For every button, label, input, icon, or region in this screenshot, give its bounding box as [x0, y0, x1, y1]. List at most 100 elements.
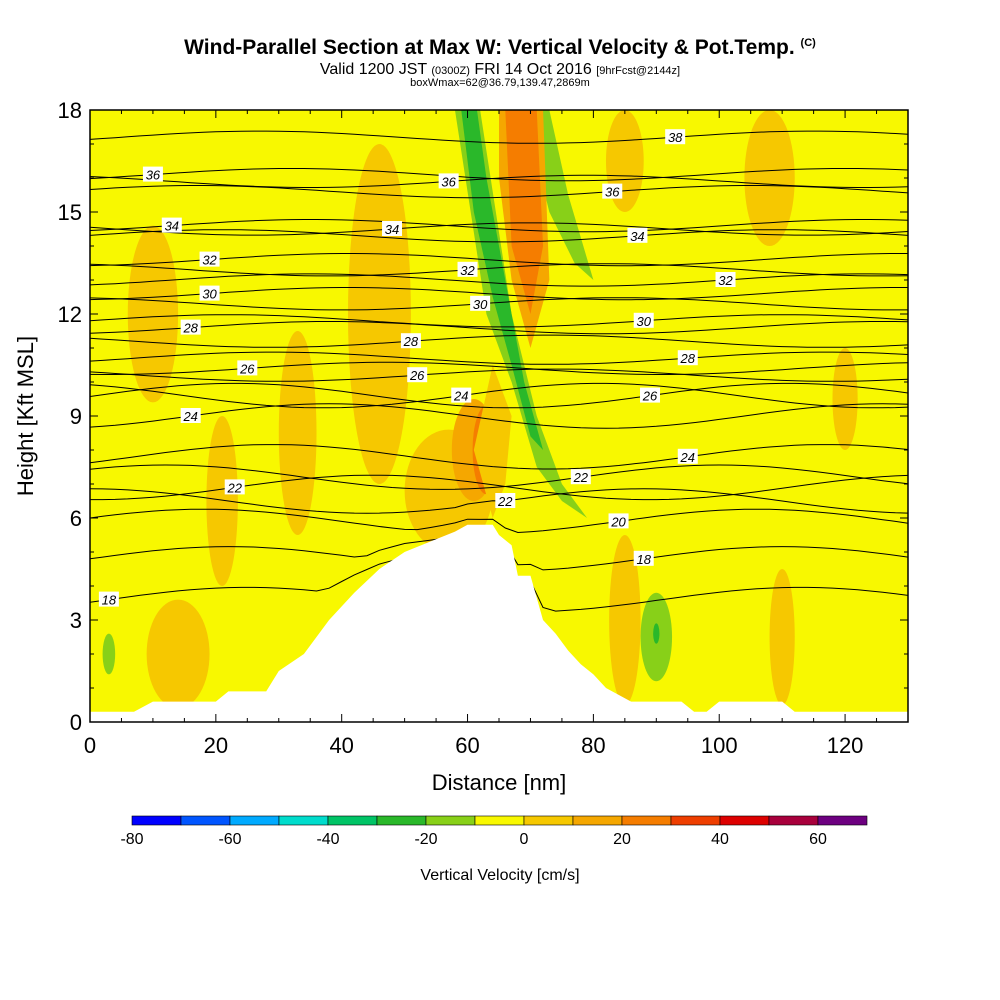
y-tick-label: 3	[70, 608, 82, 633]
isentrope-30-10	[90, 287, 908, 301]
isentrope-36-2	[90, 174, 908, 188]
isentrope-label-23: 22	[495, 493, 516, 509]
isentrope-label-12: 30	[633, 312, 654, 329]
isentrope-label-text: 22	[226, 480, 242, 495]
colorbar-swatch-7	[474, 815, 525, 826]
vv-band-5	[473, 365, 512, 518]
x-tick-label: 0	[84, 733, 96, 758]
isentrope-34-6	[90, 229, 908, 243]
utc-time: (0300Z)	[431, 65, 470, 77]
isentrope-26-16	[90, 361, 908, 375]
isentrope-label-14: 28	[400, 333, 421, 349]
isentrope-32-7	[90, 253, 908, 267]
isentrope-label-text: 32	[460, 263, 475, 278]
isentrope-label-0: 38	[665, 129, 686, 145]
isentrope-label-box	[237, 360, 258, 376]
colorbar-swatch-14	[817, 815, 868, 826]
isentrope-label-10: 30	[199, 285, 220, 302]
isentrope-20-25	[90, 508, 908, 534]
isentrope-label-text: 28	[680, 351, 696, 366]
isentrope-label-text: 28	[403, 334, 419, 349]
isentrope-label-4: 34	[161, 217, 182, 234]
terrain-profile	[90, 524, 908, 722]
isentrope-label-box	[677, 448, 698, 464]
vv-region-3	[206, 416, 238, 586]
isentrope-label-box	[98, 591, 119, 607]
isentrope-label-17: 26	[407, 367, 428, 383]
colorbar-title: Vertical Velocity [cm/s]	[420, 867, 579, 884]
isentrope-label-box	[224, 479, 245, 495]
isentrope-label-box	[640, 387, 661, 403]
isentrope-label-box	[199, 251, 220, 267]
isentrope-32-8	[90, 263, 908, 277]
colorbar-tick-label: 20	[613, 831, 631, 848]
isentrope-label-box	[142, 166, 163, 182]
isentrope-label-box	[161, 217, 182, 233]
isentrope-label-27: 18	[633, 550, 654, 567]
isentrope-26-17	[90, 368, 908, 382]
isentrope-label-text: 24	[453, 389, 468, 404]
isentrope-label-5: 34	[382, 221, 403, 237]
isentrope-label-box	[495, 493, 516, 508]
isentrope-label-18: 26	[640, 387, 661, 404]
isentrope-label-1: 36	[142, 166, 163, 183]
isentrope-label-text: 24	[182, 409, 197, 424]
isentrope-label-box	[633, 312, 654, 328]
colorbar-swatch-10	[621, 815, 672, 826]
isentrope-28-13	[90, 321, 908, 335]
isentrope-label-7: 32	[199, 251, 220, 268]
vv-region-20	[653, 623, 660, 644]
isentrope-label-box	[627, 227, 648, 243]
y-tick-label: 9	[70, 404, 82, 429]
isentrope-24-19	[90, 403, 908, 429]
isentrope-label-text: 38	[668, 130, 683, 145]
isentrope-32-9	[90, 273, 908, 287]
colorbar-swatch-12	[719, 815, 770, 826]
isentrope-label-box	[608, 513, 629, 529]
isentrope-label-19: 24	[180, 408, 201, 424]
isentrope-label-text: 32	[202, 253, 217, 268]
isentrope-24-21	[90, 444, 908, 470]
isentrope-label-24: 22	[570, 469, 591, 485]
isentrope-label-text: 22	[497, 494, 513, 509]
colorbar-swatch-3	[278, 815, 329, 826]
isentrope-30-11	[90, 297, 908, 311]
isentrope-36-1	[90, 168, 908, 182]
isentrope-label-9: 32	[715, 272, 736, 288]
colorbar-tick-label: 40	[711, 831, 729, 848]
vv-region-21	[102, 633, 116, 675]
vv-region-9	[609, 535, 641, 705]
isentrope-36-3	[90, 185, 908, 199]
colorbar-swatch-4	[327, 815, 378, 826]
chart-subtitle: Valid 1200 JST (0300Z) FRI 14 Oct 2016 […	[319, 61, 681, 78]
x-tick-label: 60	[455, 733, 479, 758]
colorbar-swatch-9	[572, 815, 623, 826]
isentrope-22-24	[90, 464, 908, 490]
colorbar-swatch-6	[425, 815, 476, 826]
isentrope-34-5	[90, 222, 908, 236]
x-tick-label: 120	[827, 733, 864, 758]
isentrope-label-text: 34	[630, 229, 644, 244]
isentrope-30-12	[90, 314, 908, 328]
isentrope-label-text: 24	[680, 450, 695, 465]
vv-region-8	[146, 599, 210, 709]
isentrope-label-2: 36	[438, 173, 459, 189]
isentrope-label-text: 34	[165, 219, 179, 234]
isentrope-label-box	[407, 367, 428, 383]
isentrope-label-22: 22	[224, 479, 245, 495]
x-tick-label: 80	[581, 733, 605, 758]
isentrope-label-text: 36	[605, 185, 620, 200]
isentrope-label-text: 28	[182, 321, 198, 336]
colorbar-swatch-13	[768, 815, 819, 826]
isentrope-label-text: 30	[202, 287, 217, 302]
colorbar-tick-label: -60	[218, 831, 241, 848]
vv-band-1	[461, 110, 544, 450]
isentrope-label-box	[715, 272, 736, 287]
y-axis-label: Height [Kft MSL]	[13, 336, 38, 496]
isentrope-26-18	[90, 382, 908, 409]
isentrope-label-text: 30	[473, 297, 488, 312]
isentrope-label-box	[382, 221, 403, 236]
vv-region-10	[769, 569, 795, 705]
colorbar-swatch-11	[670, 815, 721, 826]
